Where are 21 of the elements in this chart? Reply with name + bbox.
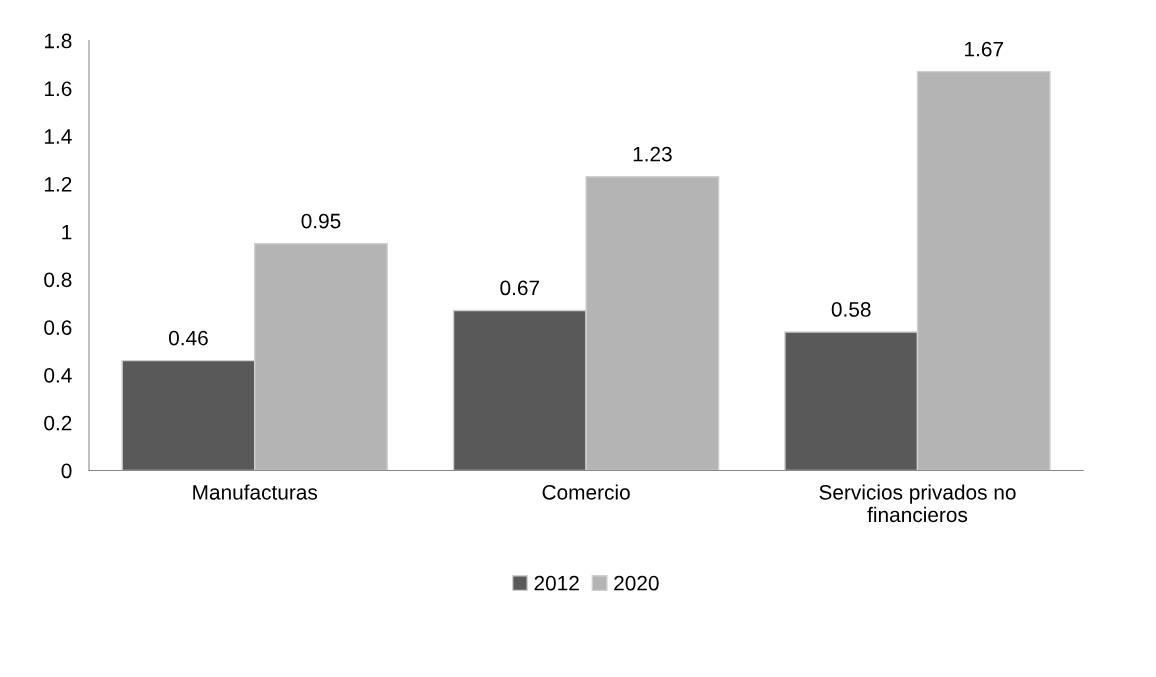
y-tick-label: 1.8	[44, 33, 72, 49]
y-tick-label: 1	[62, 224, 72, 240]
y-tick-label: 0.4	[44, 367, 72, 383]
y-tick-label: 1.4	[44, 129, 72, 144]
data-label: 0.58	[831, 302, 871, 317]
legend-label: 2020	[614, 575, 659, 591]
data-label: 0.95	[301, 213, 341, 229]
y-tick-label: 1.6	[44, 81, 72, 97]
y-tick-label: 0	[61, 463, 72, 479]
legend-label: 2012	[534, 575, 579, 591]
x-tick-label: Manufacturas	[193, 484, 318, 500]
y-tick-label: 0.8	[44, 272, 72, 288]
y-tick-label: 1.2	[44, 176, 72, 192]
data-label: 0.67	[500, 280, 540, 296]
data-label: 1.23	[633, 146, 672, 162]
y-tick-label: 0.2	[44, 415, 72, 431]
x-tick-label: Servicios privados no financieros	[819, 484, 1016, 523]
y-tick-label: 0.6	[44, 320, 72, 335]
data-label: 0.46	[168, 330, 208, 346]
x-tick-label: Comercio	[542, 484, 630, 500]
data-label: 1.67	[965, 41, 1003, 57]
